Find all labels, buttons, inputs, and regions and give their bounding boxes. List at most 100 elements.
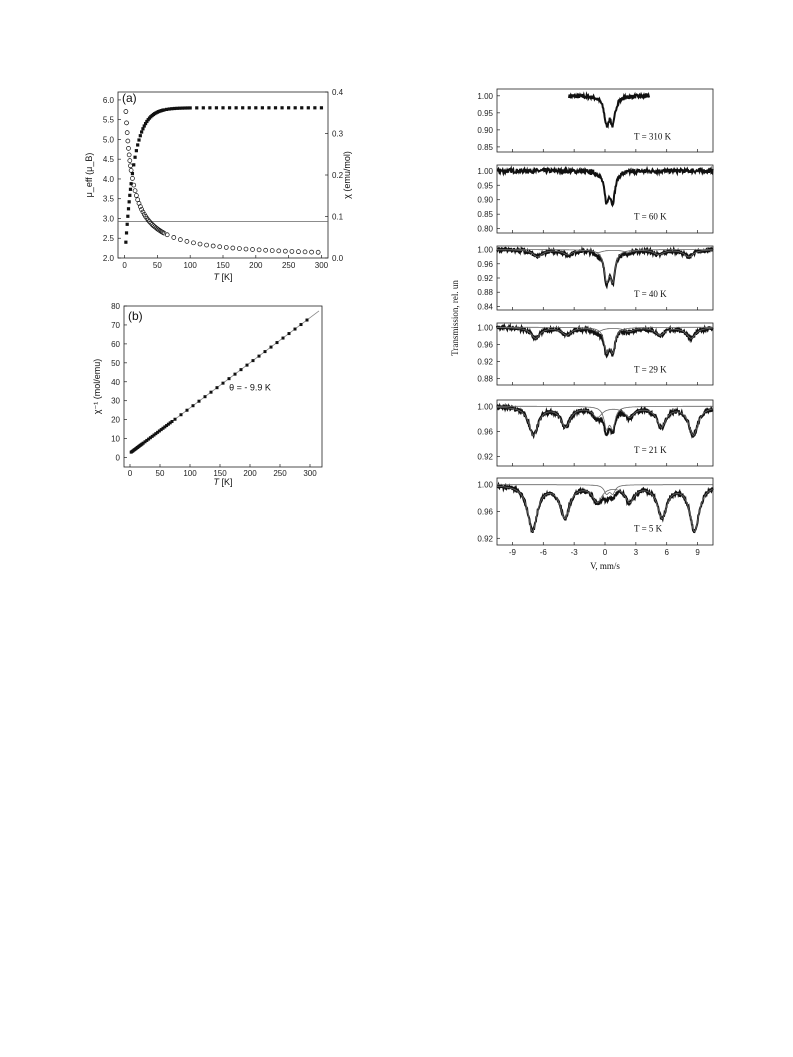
chart-a-mu-point bbox=[195, 106, 199, 110]
chart-b-y-tick-label: 10 bbox=[111, 435, 120, 444]
mossbauer-panel-frame bbox=[496, 399, 714, 467]
chart-b-point bbox=[305, 318, 309, 322]
chart-b-point bbox=[221, 381, 225, 385]
chart-a-mu-point bbox=[125, 222, 129, 226]
chart-b-point bbox=[245, 363, 249, 367]
mossbauer-x-tick-label: 3 bbox=[634, 548, 639, 557]
chart-b-point bbox=[299, 323, 303, 327]
chart-a-x-axis-label-var: T bbox=[213, 272, 220, 282]
chart-a-chi-point bbox=[124, 130, 130, 135]
chart-a-ticks: 0 50 100 150 200 250 300 2.0 2.5 3.0 3.5 4.0 4.5 5.0 5… bbox=[103, 88, 344, 270]
chart-a-mu-point bbox=[183, 106, 187, 110]
chart-a-chi-point bbox=[197, 241, 203, 247]
chart-a-mu-point bbox=[154, 111, 158, 115]
chart-a-mu-point bbox=[159, 109, 163, 113]
mossbauer-doublet-component bbox=[497, 484, 713, 495]
chart-b-point bbox=[263, 350, 267, 354]
mossbauer-y-tick-label: 0.96 bbox=[477, 260, 493, 269]
chart-a-mu-point bbox=[161, 108, 165, 112]
chart-b-point bbox=[209, 390, 213, 394]
chart-b-point bbox=[135, 446, 139, 450]
chart-b-point bbox=[275, 341, 279, 345]
mossbauer-x-tick-label: 6 bbox=[664, 548, 669, 557]
chart-b-y-tick-label: 70 bbox=[111, 321, 120, 330]
chart-a-right-y-tick-label: 0.2 bbox=[332, 171, 344, 180]
chart-a-chi-point bbox=[269, 248, 275, 253]
chart-b-fit-line bbox=[129, 310, 320, 454]
chart-b-point bbox=[170, 419, 174, 423]
chart-a-x-axis-label-unit: [K] bbox=[219, 272, 233, 282]
chart-b-y-tick-label: 50 bbox=[111, 359, 120, 368]
chart-a-mu-point bbox=[150, 113, 154, 118]
chart-a-mu-point bbox=[178, 106, 182, 110]
chart-a-chi-point bbox=[217, 244, 223, 250]
chart-a-chi-point bbox=[139, 207, 144, 212]
mossbauer-y-tick-label: 0.96 bbox=[477, 340, 493, 349]
chart-a-chi-point bbox=[151, 223, 156, 229]
chart-a-mu-point bbox=[221, 106, 225, 110]
chart-a-left-y-tick-label: 2.5 bbox=[103, 234, 115, 243]
chart-b-point bbox=[141, 441, 145, 445]
mossbauer-temperature-label: T = 40 K bbox=[634, 289, 667, 299]
mossbauer-y-tick-label: 0.96 bbox=[477, 508, 493, 517]
chart-b-point bbox=[157, 429, 161, 433]
chart-a-mu-point bbox=[280, 106, 284, 110]
chart-a-chi-point bbox=[157, 228, 163, 234]
chart-a-mu-point bbox=[151, 112, 156, 117]
chart-a-chi-point bbox=[171, 235, 177, 240]
chart-a-mu-point bbox=[146, 118, 150, 122]
chart-a-x-tick-label: 150 bbox=[216, 261, 230, 270]
chart-a-chi-point bbox=[123, 109, 129, 114]
chart-a-chi-point bbox=[127, 158, 133, 163]
chart-a-mu-point bbox=[300, 106, 304, 110]
chart-b-point bbox=[233, 372, 237, 376]
mossbauer-y-tick-label: 0.90 bbox=[477, 196, 493, 205]
chart-b-point bbox=[165, 424, 169, 428]
chart-b-point bbox=[132, 448, 136, 452]
chart-a-mu-point bbox=[175, 106, 179, 110]
chart-a-left-y-tick-label: 6.0 bbox=[103, 96, 115, 105]
chart-b-point bbox=[143, 440, 147, 444]
chart-a-mu-point bbox=[149, 115, 153, 119]
chart-b-x-tick-label: 0 bbox=[128, 469, 133, 478]
chart-a-chi-point bbox=[140, 209, 146, 215]
mossbauer-y-tick-label: 0.88 bbox=[477, 375, 493, 384]
chart-a-chi-point bbox=[191, 240, 196, 246]
mossbauer-sextet-component bbox=[497, 327, 713, 339]
chart-a-mu-point bbox=[241, 106, 245, 110]
chart-a-right-y-tick-label: 0.4 bbox=[332, 88, 344, 97]
chart-b-y-axis-label: χ⁻¹ (mol/emu) bbox=[92, 359, 102, 414]
mossbauer-y-tick-label: 0.80 bbox=[477, 225, 493, 234]
chart-a-mu-point bbox=[124, 240, 128, 244]
chart-b-point bbox=[129, 450, 133, 454]
chart-a-mu-point bbox=[158, 109, 162, 113]
mossbauer-spectrum-data bbox=[496, 322, 714, 359]
mossbauer-panel-frame bbox=[496, 322, 714, 386]
chart-b-point bbox=[131, 449, 135, 453]
mossbauer-y-tick-label: 0.92 bbox=[477, 357, 493, 366]
chart-a-mu-point bbox=[162, 108, 166, 112]
chart-b-x-tick-label: 250 bbox=[273, 469, 287, 478]
chart-a-left-y-tick-label: 5.5 bbox=[103, 116, 115, 125]
mossbauer-y-tick-label: 0.92 bbox=[477, 453, 493, 462]
chart-b-point bbox=[166, 422, 170, 426]
chart-b-point bbox=[133, 447, 137, 451]
chart-b-point bbox=[173, 417, 177, 421]
chart-b-point bbox=[134, 447, 138, 451]
mossbauer-y-tick-label: 1.00 bbox=[477, 92, 493, 101]
chart-b-x-tick-label: 200 bbox=[243, 469, 257, 478]
chart-a-mu-point bbox=[188, 106, 192, 110]
chart-b-x-axis-label-unit: [K] bbox=[219, 477, 233, 487]
mossbauer-sextet-component bbox=[496, 249, 713, 258]
chart-mossbauer-x-axis-label: V, mm/s bbox=[590, 561, 620, 571]
mossbauer-y-tick-label: 0.92 bbox=[477, 274, 493, 283]
chart-a-right-y-tick-label: 0.3 bbox=[332, 130, 344, 139]
chart-a-chi-point bbox=[230, 245, 236, 251]
chart-a-mu-point bbox=[180, 106, 184, 110]
chart-b-point bbox=[203, 395, 207, 399]
chart-a-chi-point bbox=[137, 204, 143, 209]
mossbauer-y-tick-label: 1.00 bbox=[477, 402, 493, 411]
mossbauer-panel-frame bbox=[496, 477, 714, 546]
chart-a-chi-point bbox=[149, 222, 155, 227]
